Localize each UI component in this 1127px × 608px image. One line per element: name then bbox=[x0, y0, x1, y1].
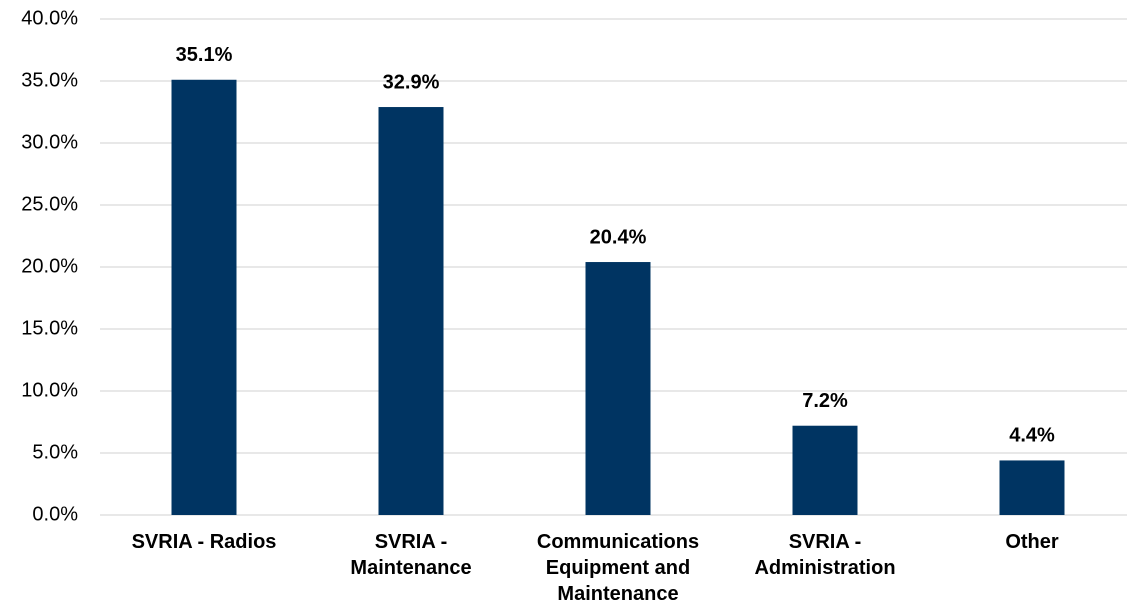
bar bbox=[585, 262, 651, 515]
bar bbox=[171, 79, 237, 515]
data-label: 32.9% bbox=[383, 71, 440, 93]
x-tick-label: SVRIA -Administration bbox=[754, 531, 895, 579]
y-tick-label: 25.0% bbox=[21, 193, 78, 215]
x-tick-label: Communications Equipment and Maintenance bbox=[537, 531, 699, 605]
y-tick-label: 20.0% bbox=[21, 255, 78, 277]
data-label: 4.4% bbox=[1009, 425, 1055, 447]
x-tick-label: SVRIA -Maintenance bbox=[350, 531, 471, 579]
y-tick-label: 0.0% bbox=[32, 503, 78, 525]
y-tick-label: 10.0% bbox=[21, 379, 78, 401]
y-tick-label: 5.0% bbox=[32, 441, 78, 463]
y-tick-label: 15.0% bbox=[21, 317, 78, 339]
x-tick-label: SVRIA - Radios bbox=[132, 531, 277, 553]
data-label: 7.2% bbox=[802, 390, 848, 412]
y-tick-label: 30.0% bbox=[21, 131, 78, 153]
bar bbox=[792, 425, 858, 515]
bar bbox=[378, 107, 444, 515]
y-tick-label: 35.0% bbox=[21, 69, 78, 91]
data-label: 35.1% bbox=[176, 44, 233, 66]
y-tick-label: 40.0% bbox=[21, 7, 78, 29]
bar bbox=[999, 460, 1065, 515]
x-tick-label: Other bbox=[1005, 531, 1059, 553]
data-label: 20.4% bbox=[590, 226, 647, 248]
